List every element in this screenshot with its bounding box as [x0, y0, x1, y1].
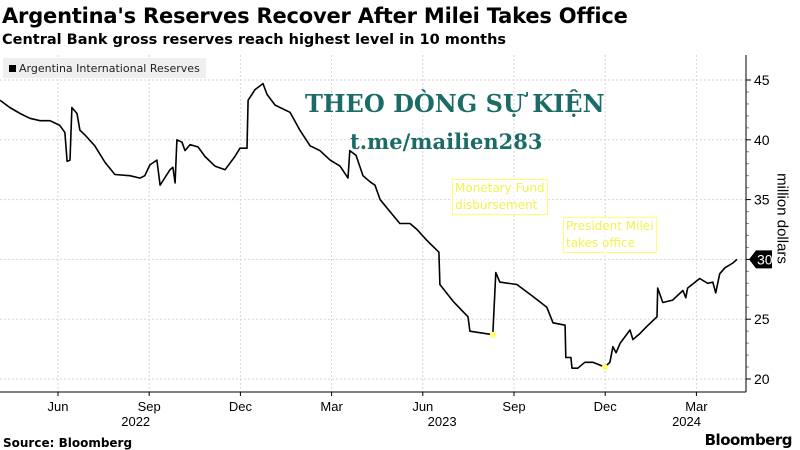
annotation-milei: President Milei takes office [563, 217, 657, 253]
chart-title: Argentina's Reserves Recover After Milei… [2, 4, 628, 28]
watermark-line1: THEO DÒNG SỰ KIỆN [305, 89, 605, 118]
x-tick-label: Jun [48, 399, 69, 414]
bloomberg-logo: Bloomberg [704, 431, 793, 449]
x-year-label: 2024 [672, 414, 701, 429]
series-line [0, 82, 738, 369]
y-tick-label: 40 [754, 132, 770, 148]
annotation-imf: Monetary Fund disbursement [452, 179, 548, 215]
y-tick-label: 35 [754, 192, 770, 208]
last-value-label: 30 [757, 251, 773, 267]
annotation-imf-line1: Monetary Fund [455, 181, 545, 195]
y-tick-label: 45 [754, 72, 770, 88]
annotation-marker [489, 331, 496, 338]
x-tick-label: Sep [138, 399, 161, 414]
x-year-label: 2023 [428, 414, 457, 429]
x-tick-label: Sep [502, 399, 525, 414]
y-axis-title: million dollars [773, 173, 791, 264]
source-note: Source: Bloomberg [3, 436, 133, 450]
last-value-tag [749, 250, 772, 269]
annotation-milei-line2: takes office [566, 236, 635, 250]
annotation-milei-line1: President Milei [566, 219, 654, 233]
legend: Argentina International Reserves [3, 58, 206, 78]
watermark-line2: t.me/mailien283 [350, 129, 543, 154]
y-tick-label: 20 [754, 371, 770, 387]
x-tick-label: Jun [412, 399, 433, 414]
annotation-imf-line2: disbursement [455, 198, 538, 212]
annotation-marker [601, 364, 608, 371]
legend-label: Argentina International Reserves [19, 61, 200, 75]
x-tick-label: Mar [320, 399, 343, 414]
x-year-label: 2022 [121, 414, 150, 429]
legend-swatch [9, 64, 16, 72]
chart-subtitle: Central Bank gross reserves reach highes… [2, 32, 507, 48]
y-tick-label: 25 [754, 311, 770, 327]
x-tick-label: Dec [594, 399, 618, 414]
x-tick-label: Mar [685, 399, 708, 414]
x-tick-label: Dec [229, 399, 253, 414]
